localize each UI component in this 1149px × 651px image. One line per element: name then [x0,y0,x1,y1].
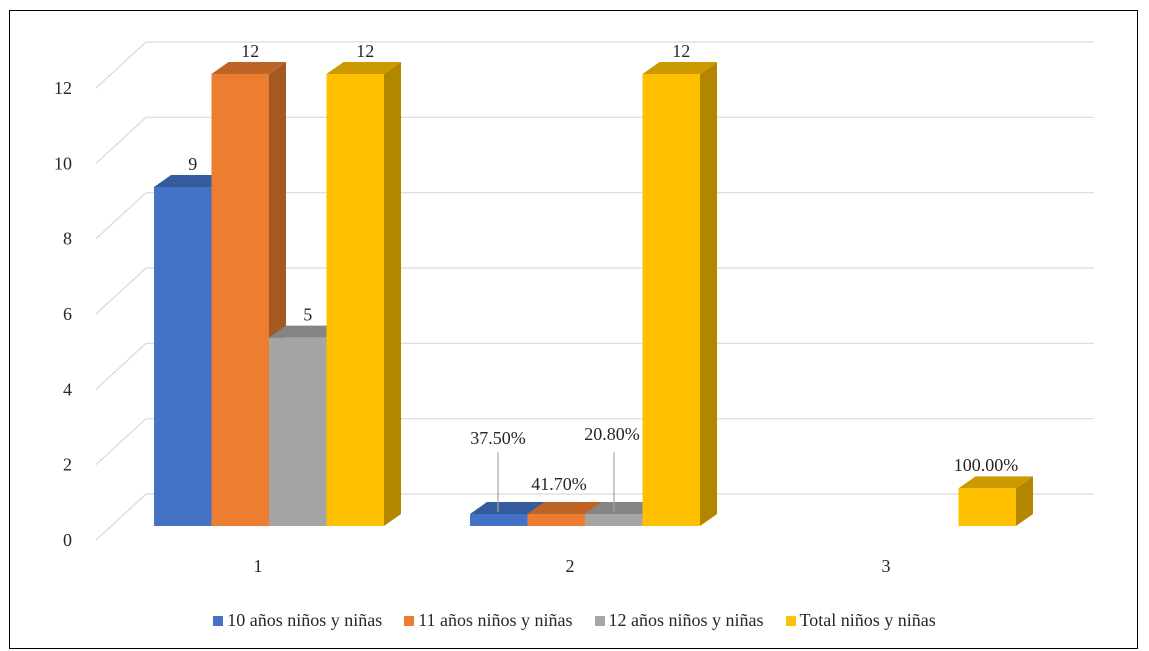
data-label: 100.00% [954,455,1019,475]
y-tick-label: 12 [54,78,72,98]
data-label: 12 [356,41,374,61]
gridline-diagonal [95,267,147,315]
bar-front [470,514,528,526]
gridline-diagonal [95,41,147,89]
legend-swatch [213,615,224,626]
legend-label: 12 años niños y niñas [608,610,764,630]
y-tick-label: 6 [63,304,72,324]
y-tick-label: 4 [63,379,72,399]
data-label: 37.50% [470,428,526,448]
y-tick-label: 10 [54,153,72,173]
legend-item-10-anos: 10 años niños y niñas [213,610,382,631]
x-category-label: 1 [254,556,263,576]
bar-top [269,325,344,338]
legend-swatch [404,615,415,626]
bar-front [154,187,212,526]
bar-side [384,62,401,526]
y-tick-label: 2 [63,455,72,475]
legend-label: 11 años niños y niñas [418,610,573,630]
gridline-diagonal [95,493,147,541]
data-label: 41.70% [531,474,587,494]
legend-swatch [785,615,796,626]
data-label: 12 [241,41,259,61]
bar-front [269,337,327,526]
bars [154,62,1033,526]
bar-front [326,74,384,526]
bar-top [211,62,286,74]
data-label: 9 [188,154,197,174]
legend-label: Total niños y niñas [799,610,936,630]
bar-top [470,502,545,514]
bar [958,476,1033,526]
y-tick-label: 0 [63,530,72,550]
legend-item-12-anos: 12 años niños y niñas [594,610,764,631]
bar [642,62,717,526]
bar-front [642,74,700,526]
bar-front [527,514,585,526]
legend-item-11-anos: 11 años niños y niñas [404,610,573,631]
y-tick-label: 8 [63,229,72,249]
gridline-diagonal [95,192,147,240]
bar-top [326,62,401,74]
data-label: 12 [672,41,690,61]
y-axis-ticks: 0 2 4 6 8 10 12 [54,78,72,550]
x-category-label: 3 [882,556,891,576]
legend-item-total: Total niños y niñas [785,610,936,631]
legend-swatch [594,615,605,626]
bar-front [585,514,643,526]
bar-front [958,488,1016,526]
data-label: 5 [303,305,312,325]
data-labels: 9 37.50% 12 41.70% 5 20.80% 12 12 100.00% [188,41,1018,512]
bar-front [211,74,269,526]
bar [326,62,401,526]
bar-side [700,62,717,526]
legend-label: 10 años niños y niñas [227,610,383,630]
bar-top [527,502,602,514]
bar-side [1016,476,1033,526]
legend: 10 años niños y niñas 11 años niños y ni… [0,610,1149,631]
gridline-diagonal [95,342,147,390]
data-label: 20.80% [584,424,640,444]
gridline-diagonal [95,116,147,164]
bar-top [958,476,1033,489]
x-category-label: 2 [566,556,575,576]
bar-top [585,502,660,514]
bar-top [642,62,717,74]
bar [527,502,602,526]
bar-top [154,175,229,187]
x-axis-categories: 1 2 3 [254,556,891,576]
gridline-diagonal [95,418,147,466]
